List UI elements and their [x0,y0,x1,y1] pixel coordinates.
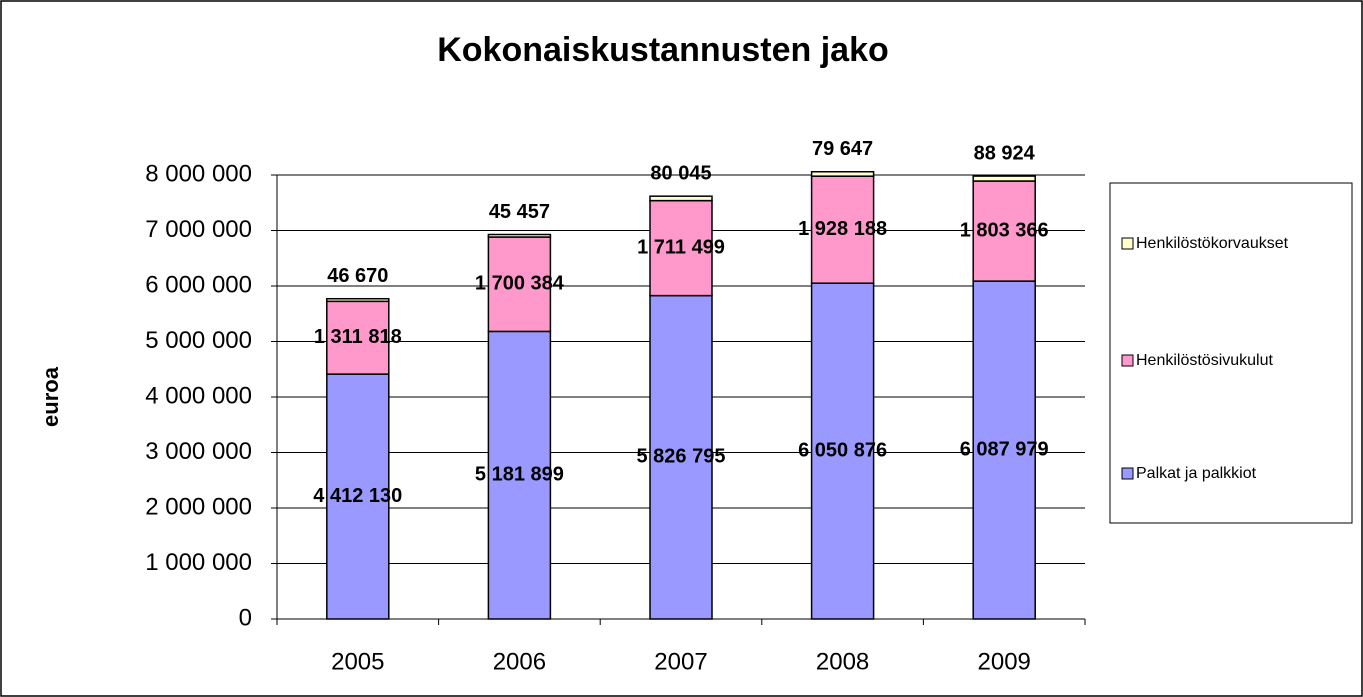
bar-segment [972,175,1036,182]
legend-swatch [1121,467,1134,480]
x-tick-label: 2006 [493,648,546,675]
data-label: 5 826 795 [637,446,726,468]
data-label: 79 647 [812,138,873,160]
y-tick-label: 5 000 000 [145,327,252,354]
legend-label: Henkilöstökorvaukset [1136,235,1289,252]
legend-swatch [1121,354,1134,367]
bar-segment [810,170,875,177]
data-label: 6 087 979 [960,438,1049,460]
bar-segment [326,373,390,620]
legend-label: Henkilöstösivukulut [1136,352,1274,369]
y-tick-label: 0 [239,604,252,631]
data-label: 45 457 [489,201,550,223]
data-label: 1 311 818 [314,326,402,348]
bar-segment [810,282,875,620]
data-label: 80 045 [650,162,711,184]
data-label: 4 412 130 [313,485,402,507]
bar-segment [972,280,1036,620]
bar-segment [326,300,390,375]
bar-segment [487,330,552,620]
y-tick-label: 7 000 000 [145,216,252,243]
y-axis-label: euroa [38,366,63,427]
bar-segment [810,175,875,284]
data-label: 1 711 499 [637,236,725,258]
bar-segment [649,195,713,202]
bar-segment [649,294,713,620]
bar-segment [326,297,390,303]
data-label: 6 050 876 [798,439,887,461]
data-label: 1 803 366 [960,219,1049,241]
y-tick-label: 8 000 000 [145,160,252,187]
y-tick-label: 4 000 000 [145,382,252,409]
legend-label: Palkat ja palkkiot [1136,465,1257,482]
x-tick-label: 2007 [654,648,707,675]
data-label: 5 181 899 [475,463,564,485]
x-tick-label: 2009 [978,648,1031,675]
data-label: 1 928 188 [798,218,887,240]
chart-title: Kokonaiskustannusten jako [437,31,889,69]
data-label: 88 924 [974,142,1036,164]
y-tick-label: 2 000 000 [145,493,252,520]
x-tick-label: 2005 [331,648,384,675]
y-tick-label: 1 000 000 [145,549,252,576]
bar-segment [649,199,713,297]
x-tick-label: 2008 [816,648,869,675]
legend-swatch [1121,237,1134,250]
bar-segment [972,180,1036,282]
legend-box [1109,182,1353,524]
data-label: 1 700 384 [475,273,565,295]
y-tick-label: 3 000 000 [145,438,252,465]
bar-segment [487,233,552,238]
y-tick-label: 6 000 000 [145,271,252,298]
data-label: 46 670 [327,265,388,287]
